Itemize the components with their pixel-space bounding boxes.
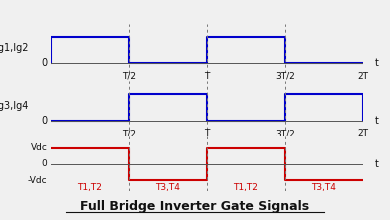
Text: 2T: 2T (357, 72, 368, 81)
Text: 0: 0 (42, 160, 48, 168)
Y-axis label: Ig3,Ig4: Ig3,Ig4 (0, 101, 28, 111)
Text: T3,T4: T3,T4 (155, 183, 180, 192)
Text: 2T: 2T (357, 129, 368, 138)
Text: T: T (204, 129, 209, 138)
Text: -Vdc: -Vdc (28, 176, 48, 185)
Y-axis label: Ig1,Ig2: Ig1,Ig2 (0, 43, 28, 53)
Text: Full Bridge Inverter Gate Signals: Full Bridge Inverter Gate Signals (80, 200, 310, 213)
Text: T1,T2: T1,T2 (77, 183, 102, 192)
Text: Vdc: Vdc (31, 143, 48, 152)
Text: 0: 0 (41, 116, 48, 126)
Text: 0: 0 (41, 59, 48, 68)
Text: 3T/2: 3T/2 (275, 129, 294, 138)
Text: t: t (375, 159, 379, 169)
Text: t: t (375, 116, 379, 126)
Text: T/2: T/2 (122, 72, 136, 81)
Text: T1,T2: T1,T2 (233, 183, 258, 192)
Text: 3T/2: 3T/2 (275, 72, 294, 81)
Text: T3,T4: T3,T4 (311, 183, 336, 192)
Text: t: t (375, 59, 379, 68)
Text: T/2: T/2 (122, 129, 136, 138)
Text: T: T (204, 72, 209, 81)
